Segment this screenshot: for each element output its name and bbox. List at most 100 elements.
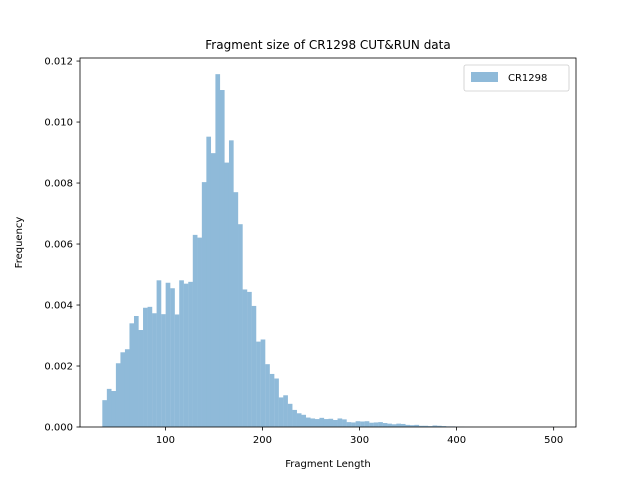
histogram-bar xyxy=(156,280,162,427)
y-tick-label: 0.004 xyxy=(44,301,73,312)
histogram-bar xyxy=(260,339,266,427)
histogram-bar xyxy=(364,421,370,427)
x-tick-label: 400 xyxy=(447,435,466,446)
histogram-bar xyxy=(265,364,270,427)
legend-swatch xyxy=(471,72,498,82)
y-axis-label: Frequency xyxy=(14,217,25,269)
histogram-bar xyxy=(133,316,139,427)
x-tick-label: 500 xyxy=(544,435,563,446)
y-tick-label: 0.012 xyxy=(44,57,73,68)
x-axis: 100 200 300 400 500 xyxy=(156,427,563,446)
histogram-bar xyxy=(369,422,374,427)
histogram-bar xyxy=(287,403,293,427)
histogram-bar xyxy=(161,314,166,427)
histogram-bar xyxy=(138,330,144,427)
histogram-bar xyxy=(256,341,261,427)
bars-group xyxy=(102,74,555,428)
histogram-bar xyxy=(292,409,297,427)
histogram-bar xyxy=(179,280,184,427)
histogram-bar xyxy=(423,425,429,427)
histogram-bar xyxy=(201,182,207,427)
y-tick-label: 0.002 xyxy=(44,362,73,373)
histogram-bar xyxy=(342,419,347,427)
histogram-bar xyxy=(129,323,135,427)
legend-box xyxy=(463,64,570,92)
histogram-bar xyxy=(188,281,193,427)
histogram-bar xyxy=(210,153,216,427)
histogram-bar xyxy=(391,424,397,427)
histogram-bar xyxy=(333,419,338,427)
chart-title: Fragment size of CR1298 CUT&RUN data xyxy=(205,38,450,52)
histogram-bar xyxy=(224,162,230,427)
histogram-bar xyxy=(382,423,388,427)
histogram-bar xyxy=(400,423,406,427)
histogram-bar xyxy=(310,418,316,427)
histogram-bar xyxy=(373,422,379,427)
legend-label: CR1298 xyxy=(508,73,547,84)
histogram-bar xyxy=(355,421,361,427)
histogram-bar xyxy=(215,74,221,427)
x-tick-label: 100 xyxy=(156,435,175,446)
histogram-bar xyxy=(378,422,383,427)
x-axis-label: Fragment Length xyxy=(285,459,370,470)
histogram-bar xyxy=(106,388,112,427)
histogram-bar xyxy=(328,418,334,427)
histogram-bar xyxy=(233,192,239,427)
histogram-bar xyxy=(183,283,189,427)
histogram-bar xyxy=(283,395,288,427)
histogram-bar xyxy=(251,305,257,427)
histogram-bar xyxy=(143,307,148,427)
histogram-bar xyxy=(174,314,180,427)
histogram-bar xyxy=(247,291,252,427)
histogram-bar xyxy=(192,234,198,427)
histogram-bar xyxy=(323,419,329,427)
histogram-bar xyxy=(219,90,225,428)
x-tick-label: 200 xyxy=(253,435,272,446)
histogram-bar xyxy=(337,418,343,427)
histogram-bar xyxy=(428,426,433,427)
histogram-bar xyxy=(441,426,447,427)
x-tick-label: 300 xyxy=(350,435,369,446)
histogram-bar xyxy=(124,349,130,427)
histogram-bar xyxy=(346,422,352,427)
histogram-bar xyxy=(197,237,202,427)
histogram-bar xyxy=(360,421,365,427)
histogram-bar xyxy=(396,423,401,427)
histogram-bar xyxy=(115,363,121,427)
histogram-bar xyxy=(152,313,157,427)
histogram-bar xyxy=(418,425,424,427)
histogram-bar xyxy=(405,424,411,427)
histogram-bar xyxy=(351,422,356,427)
histogram-bar xyxy=(296,413,302,427)
histogram-bar xyxy=(437,425,442,427)
histogram-bar xyxy=(387,423,392,427)
histogram-bar xyxy=(278,397,284,427)
plot-frame xyxy=(79,57,577,428)
histogram-bar xyxy=(305,417,311,427)
histogram-bar xyxy=(274,378,279,427)
histogram-bar xyxy=(319,417,325,427)
histogram-bar xyxy=(314,419,320,427)
histogram-bar xyxy=(301,414,307,427)
histogram-bar xyxy=(165,282,171,427)
histogram-bar xyxy=(432,425,438,427)
histogram-bar xyxy=(269,373,275,427)
histogram-bar xyxy=(228,140,234,427)
histogram-bar xyxy=(242,289,248,427)
histogram-bar xyxy=(238,224,243,427)
histogram-bar xyxy=(111,391,117,427)
histogram-bar xyxy=(206,136,212,427)
histogram-bar xyxy=(409,425,415,427)
y-tick-label: 0.008 xyxy=(44,179,73,190)
histogram-bar xyxy=(170,288,175,427)
legend: CR1298 xyxy=(463,64,570,92)
y-tick-label: 0.006 xyxy=(44,240,73,251)
y-tick-label: 0.010 xyxy=(44,118,73,129)
histogram-bar xyxy=(120,352,126,427)
histogram-bar xyxy=(147,306,153,427)
histogram-bar xyxy=(102,400,107,427)
y-axis: 0.000 0.002 0.004 0.006 0.008 0.010 0.012 xyxy=(44,57,80,434)
histogram-bar xyxy=(414,424,420,427)
y-tick-label: 0.000 xyxy=(44,423,73,434)
